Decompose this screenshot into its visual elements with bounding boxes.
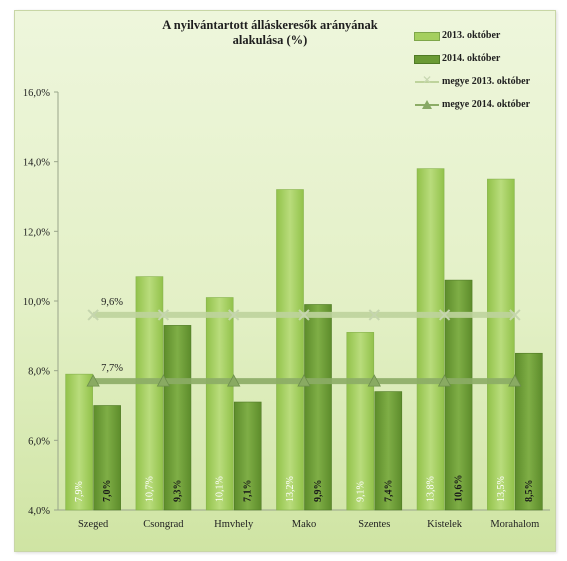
x-tick-label: Szentes [358,519,390,530]
megye-2014-point [86,374,100,387]
bar-2013 [65,373,93,511]
bar-2014 [233,401,262,511]
bar-data-label: 9,9% [313,480,324,503]
megye-2014-label: 7,7% [101,363,123,374]
megye-2014-point [156,374,171,387]
megye-2013-point [298,309,310,321]
x-tick-label: Hmvhely [214,519,254,530]
bar-data-label: 7,4% [383,480,394,503]
megye-2014-point [227,374,241,387]
bar-2014 [163,325,192,511]
bar-2014 [304,304,332,511]
y-tick-label: 14,0% [23,158,50,169]
bar-data-label: 9,1% [355,481,366,502]
bar-2013 [346,332,375,511]
megye-2014-point [508,374,522,387]
x-tick-label: Szeged [78,519,109,530]
triangle-marker-icon [422,99,432,109]
bar-2013 [205,297,234,511]
megye-2013-point [509,309,521,321]
x-tick-label: Mako [292,519,317,530]
bar-data-label: 13,8% [426,476,437,502]
megye-2013-point [438,309,451,321]
x-tick-label: Csongrad [143,519,184,530]
bar-data-label: 13,2% [285,476,296,502]
y-tick-label: 12,0% [23,227,50,238]
legend-item-megye-2013: ✕ megye 2013. október [414,70,564,93]
bar-data-label: 10,1% [215,476,226,502]
bar-data-label: 7,1% [243,480,254,503]
bar-2013 [487,178,515,511]
megye-2013-point [368,309,380,321]
legend-item-2014: 2014. október [414,47,564,70]
x-tick-label: Morahalom [490,519,539,530]
legend-label-2013: 2013. október [442,30,501,41]
x-tick-label: Kistelek [427,519,463,530]
bar-data-label: 9,3% [172,480,183,503]
bar-2013 [276,189,304,511]
bar-2014 [374,391,403,511]
legend-swatch-megye-2013: ✕ [414,72,440,88]
bar-2014 [93,405,121,511]
legend-item-2013: 2013. október [414,24,564,47]
bar-data-label: 10,7% [144,476,155,502]
megye-2013-point [228,309,240,321]
legend-swatch-2013 [414,30,440,42]
bar-2013 [416,168,445,511]
megye-2014-point [297,374,311,387]
megye-2014-point [437,374,452,387]
bar-data-label: 7,9% [74,481,85,502]
megye-2014-point [367,374,381,387]
chart-title-line-2: alakulása (%) [232,33,308,47]
chart-legend: 2013. október 2014. október ✕ megye 2013… [414,24,564,116]
y-tick-label: 4,0% [28,506,50,517]
megye-2013-label: 9,6% [101,297,123,308]
y-tick-label: 8,0% [28,367,50,378]
bar-data-label: 13,5% [496,476,507,502]
y-tick-label: 10,0% [23,297,50,308]
y-tick-label: 16,0% [23,88,50,99]
legend-swatch-2014 [414,53,440,65]
chart-title-line-1: A nyilvántartott álláskeresők arányának [162,18,378,32]
megye-2013-point [157,309,170,321]
x-marker-icon: ✕ [422,72,433,87]
megye-2013-point [87,309,99,321]
legend-item-megye-2014: megye 2014. október [414,93,564,116]
bar-2014 [444,279,473,511]
bar-data-label: 8,5% [524,480,535,503]
bar-2014 [515,352,543,511]
bar-data-label: 10,6% [454,475,465,503]
legend-swatch-megye-2014 [414,99,440,111]
legend-label-megye-2014: megye 2014. október [442,99,531,110]
chart-title: A nyilvántartott álláskeresők arányának … [120,18,420,48]
y-tick-label: 6,0% [28,436,50,447]
legend-label-2014: 2014. október [442,53,501,64]
legend-label-megye-2013: megye 2013. október [442,76,531,87]
bar-data-label: 7,0% [102,480,113,503]
